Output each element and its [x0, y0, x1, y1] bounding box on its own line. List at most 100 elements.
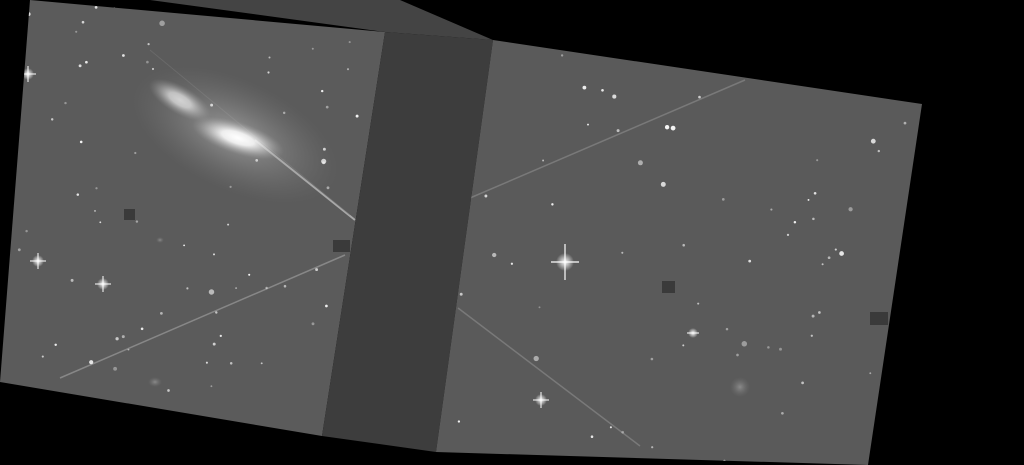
- star: [260, 362, 263, 365]
- star: [590, 435, 594, 438]
- star: [99, 221, 102, 224]
- star: [205, 361, 208, 364]
- star: [903, 121, 907, 125]
- star: [855, 14, 859, 18]
- star: [311, 322, 315, 326]
- star: [621, 251, 624, 254]
- star: [26, 12, 31, 16]
- star: [786, 233, 790, 237]
- star: [183, 244, 186, 247]
- star: [213, 253, 215, 256]
- star: [325, 105, 329, 109]
- star: [560, 54, 564, 57]
- star: [492, 252, 497, 258]
- star: [779, 347, 782, 351]
- star: [346, 68, 350, 71]
- star: [64, 101, 67, 105]
- fuzzy-galaxy: [730, 377, 750, 397]
- star: [208, 289, 215, 295]
- star: [609, 426, 612, 429]
- star: [159, 20, 165, 27]
- star: [321, 158, 327, 164]
- fuzzy-galaxy: [148, 377, 162, 387]
- diffraction-spike: [457, 307, 641, 447]
- star: [909, 305, 913, 308]
- star: [325, 304, 328, 308]
- star: [845, 76, 849, 80]
- star: [115, 337, 119, 341]
- star: [582, 85, 587, 90]
- star: [215, 311, 218, 314]
- star: [812, 217, 815, 221]
- star: [167, 389, 170, 392]
- star: [781, 411, 784, 415]
- star: [459, 292, 463, 296]
- fuzzy-galaxy: [156, 237, 164, 243]
- star: [682, 344, 685, 347]
- star: [848, 207, 853, 212]
- star: [821, 263, 824, 266]
- star: [94, 209, 96, 212]
- star: [457, 420, 461, 423]
- star: [767, 346, 770, 349]
- star: [5, 166, 8, 169]
- star: [273, 440, 276, 443]
- bad-pixel-patch: [333, 240, 350, 252]
- star: [322, 147, 326, 151]
- star: [85, 60, 88, 64]
- star: [601, 2, 604, 5]
- star: [909, 209, 914, 215]
- diffraction-spike: [59, 254, 346, 379]
- star: [637, 160, 643, 166]
- star: [140, 327, 144, 331]
- detector-panel-right: [436, 40, 922, 465]
- star: [311, 47, 314, 50]
- bad-pixel-patch: [870, 312, 888, 325]
- star: [538, 306, 541, 309]
- bright-star: [551, 244, 579, 280]
- star: [587, 123, 589, 126]
- star: [869, 372, 872, 375]
- star: [41, 355, 44, 358]
- star: [725, 327, 729, 331]
- star: [268, 56, 271, 59]
- star: [78, 64, 82, 68]
- star: [721, 198, 725, 201]
- star: [887, 2, 890, 5]
- star: [723, 459, 726, 463]
- star: [227, 223, 230, 226]
- star: [235, 287, 238, 290]
- star: [484, 194, 488, 198]
- star: [146, 60, 149, 64]
- star: [248, 273, 251, 276]
- star: [816, 159, 819, 162]
- star: [79, 140, 83, 144]
- bright-star: [95, 276, 111, 292]
- star: [160, 312, 163, 315]
- star: [886, 369, 891, 374]
- star: [121, 335, 125, 339]
- star: [113, 6, 116, 9]
- star: [212, 342, 216, 346]
- star: [265, 286, 268, 290]
- star: [899, 1, 902, 4]
- star: [650, 357, 654, 361]
- star: [255, 159, 259, 162]
- star: [664, 125, 670, 130]
- star: [682, 59, 685, 63]
- star: [612, 94, 617, 99]
- star: [604, 33, 608, 36]
- star: [807, 198, 810, 201]
- diffraction-spike: [469, 79, 746, 199]
- star: [741, 341, 748, 347]
- star: [326, 186, 330, 190]
- star: [748, 259, 752, 263]
- star: [320, 89, 324, 93]
- star: [147, 43, 150, 46]
- star: [315, 268, 319, 272]
- star: [267, 71, 270, 74]
- star: [533, 355, 539, 362]
- galaxy-core: [192, 116, 284, 160]
- star: [801, 381, 804, 385]
